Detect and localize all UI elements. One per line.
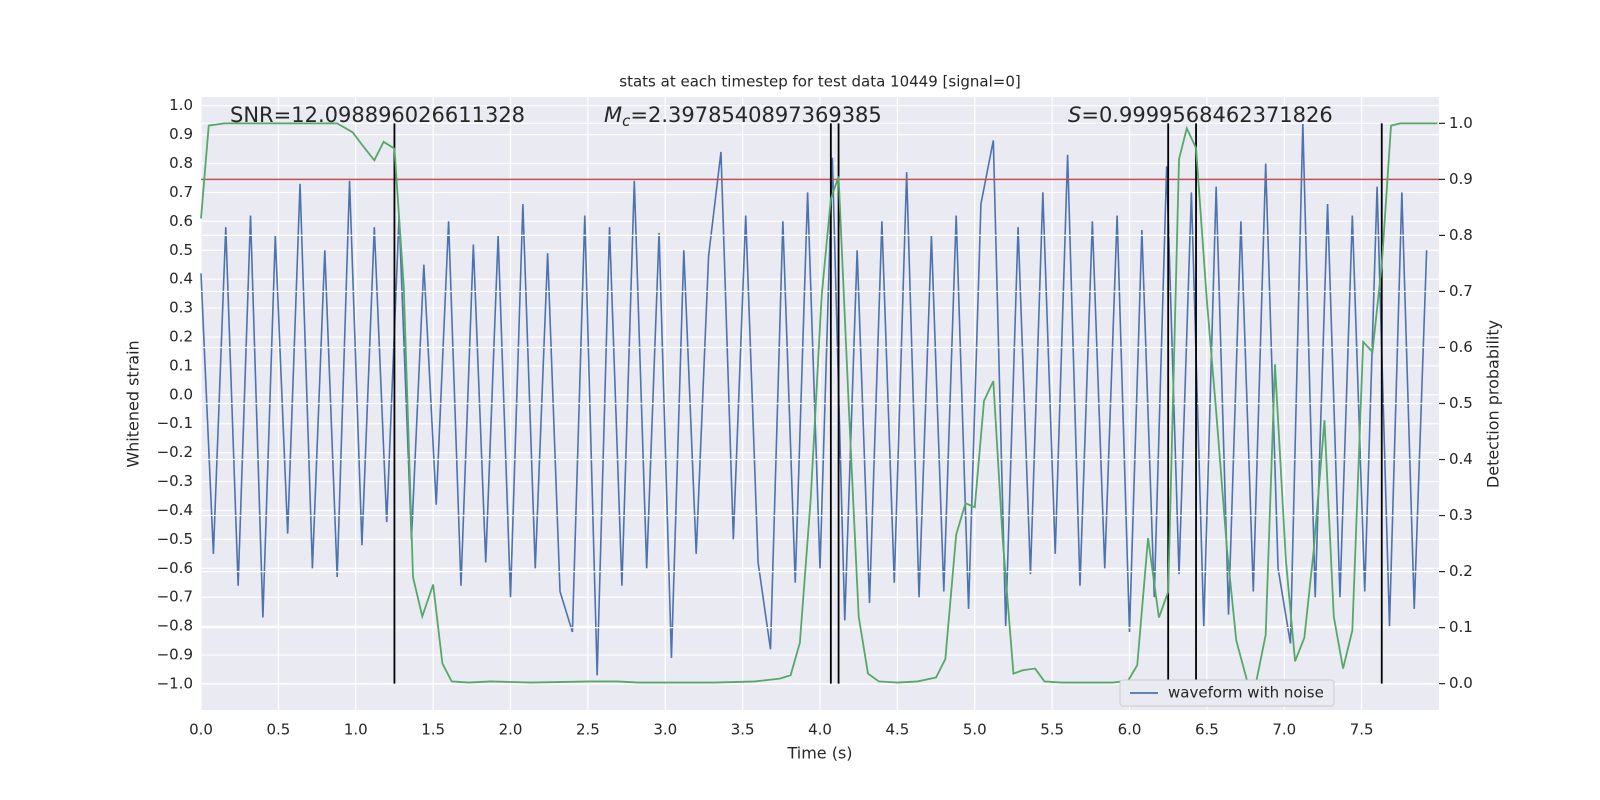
x-tick-label: 6.0: [1118, 721, 1142, 739]
y2-tick-label: 0.1: [1449, 618, 1473, 636]
y-tick-label: −0.3: [157, 472, 193, 490]
x-tick-label: 2.5: [576, 721, 600, 739]
y-tick-label: −0.2: [157, 443, 193, 461]
annotation: S=0.9999568462371826: [1068, 103, 1333, 127]
x-tick-label: 1.5: [421, 721, 445, 739]
y2-tick-label: 0.4: [1449, 450, 1473, 468]
annotation-text: =0.9999568462371826: [1081, 103, 1332, 127]
legend-label: waveform with noise: [1168, 684, 1324, 702]
annotation-subscript: c: [622, 112, 631, 130]
x-tick-label: 2.0: [499, 721, 523, 739]
legend-box: [1119, 679, 1335, 707]
y-tick-label: −0.9: [157, 646, 193, 664]
annotation: SNR=12.098896026611328: [230, 103, 525, 127]
y2-axis-label: Detection probability: [1484, 320, 1503, 488]
y-tick-label: 0.8: [169, 154, 193, 172]
x-tick-label: 4.0: [808, 721, 832, 739]
x-tick-label: 6.5: [1195, 721, 1219, 739]
x-tick-label: 5.0: [963, 721, 987, 739]
annotation: Mc=2.3978540897369385: [604, 103, 882, 130]
y2-tick-label: 0.0: [1449, 674, 1473, 692]
y-tick-label: −0.6: [157, 559, 193, 577]
y2-tick-label: 0.5: [1449, 394, 1473, 412]
x-tick-label: 0.5: [266, 721, 290, 739]
annotation-text: SNR=12.098896026611328: [230, 103, 525, 127]
x-tick-label: 3.0: [653, 721, 677, 739]
y-tick-label: 1.0: [169, 96, 193, 114]
x-tick-label: 5.5: [1040, 721, 1064, 739]
y2-tick-label: 0.9: [1449, 170, 1473, 188]
y-tick-label: 0.0: [169, 385, 193, 403]
y2-tick-label: 0.7: [1449, 282, 1473, 300]
y-tick-label: −0.8: [157, 617, 193, 635]
annotation-text: =2.3978540897369385: [630, 103, 881, 127]
y2-tick-label: 0.2: [1449, 562, 1473, 580]
y2-tick-label: 0.6: [1449, 338, 1473, 356]
x-tick-label: 7.0: [1272, 721, 1296, 739]
x-tick-label: 3.5: [731, 721, 755, 739]
y-tick-label: 0.9: [169, 125, 193, 143]
y-tick-label: 0.4: [169, 270, 193, 288]
y-tick-label: 0.1: [169, 356, 193, 374]
y-tick-label: −0.5: [157, 530, 193, 548]
waveform-line: [200, 122, 1428, 676]
y-tick-label: −1.0: [157, 674, 193, 692]
x-tick-label: 1.0: [344, 721, 368, 739]
y-tick-label: 0.3: [169, 299, 193, 317]
y-tick-label: 0.2: [169, 327, 193, 345]
y-tick-label: −0.1: [157, 414, 193, 432]
y2-tick-label: 0.3: [1449, 506, 1473, 524]
y2-tick-label: 1.0: [1449, 114, 1473, 132]
y-tick-label: 0.5: [169, 241, 193, 259]
y-axis-label: Whitened strain: [124, 340, 143, 467]
x-tick-label: 4.5: [885, 721, 909, 739]
y-tick-label: 0.6: [169, 212, 193, 230]
y2-tick-label: 0.8: [1449, 226, 1473, 244]
chart-title: stats at each timestep for test data 104…: [619, 73, 1020, 91]
x-tick-label: 7.5: [1350, 721, 1374, 739]
x-tick-label: 0.0: [189, 721, 213, 739]
x-axis-label: Time (s): [786, 744, 852, 763]
probability-line: [200, 122, 1438, 684]
y-tick-label: −0.4: [157, 501, 193, 519]
annotation-symbol: M: [604, 103, 622, 127]
y-tick-label: 0.7: [169, 183, 193, 201]
annotation-symbol: S: [1068, 103, 1081, 127]
y-tick-label: −0.7: [157, 588, 193, 606]
